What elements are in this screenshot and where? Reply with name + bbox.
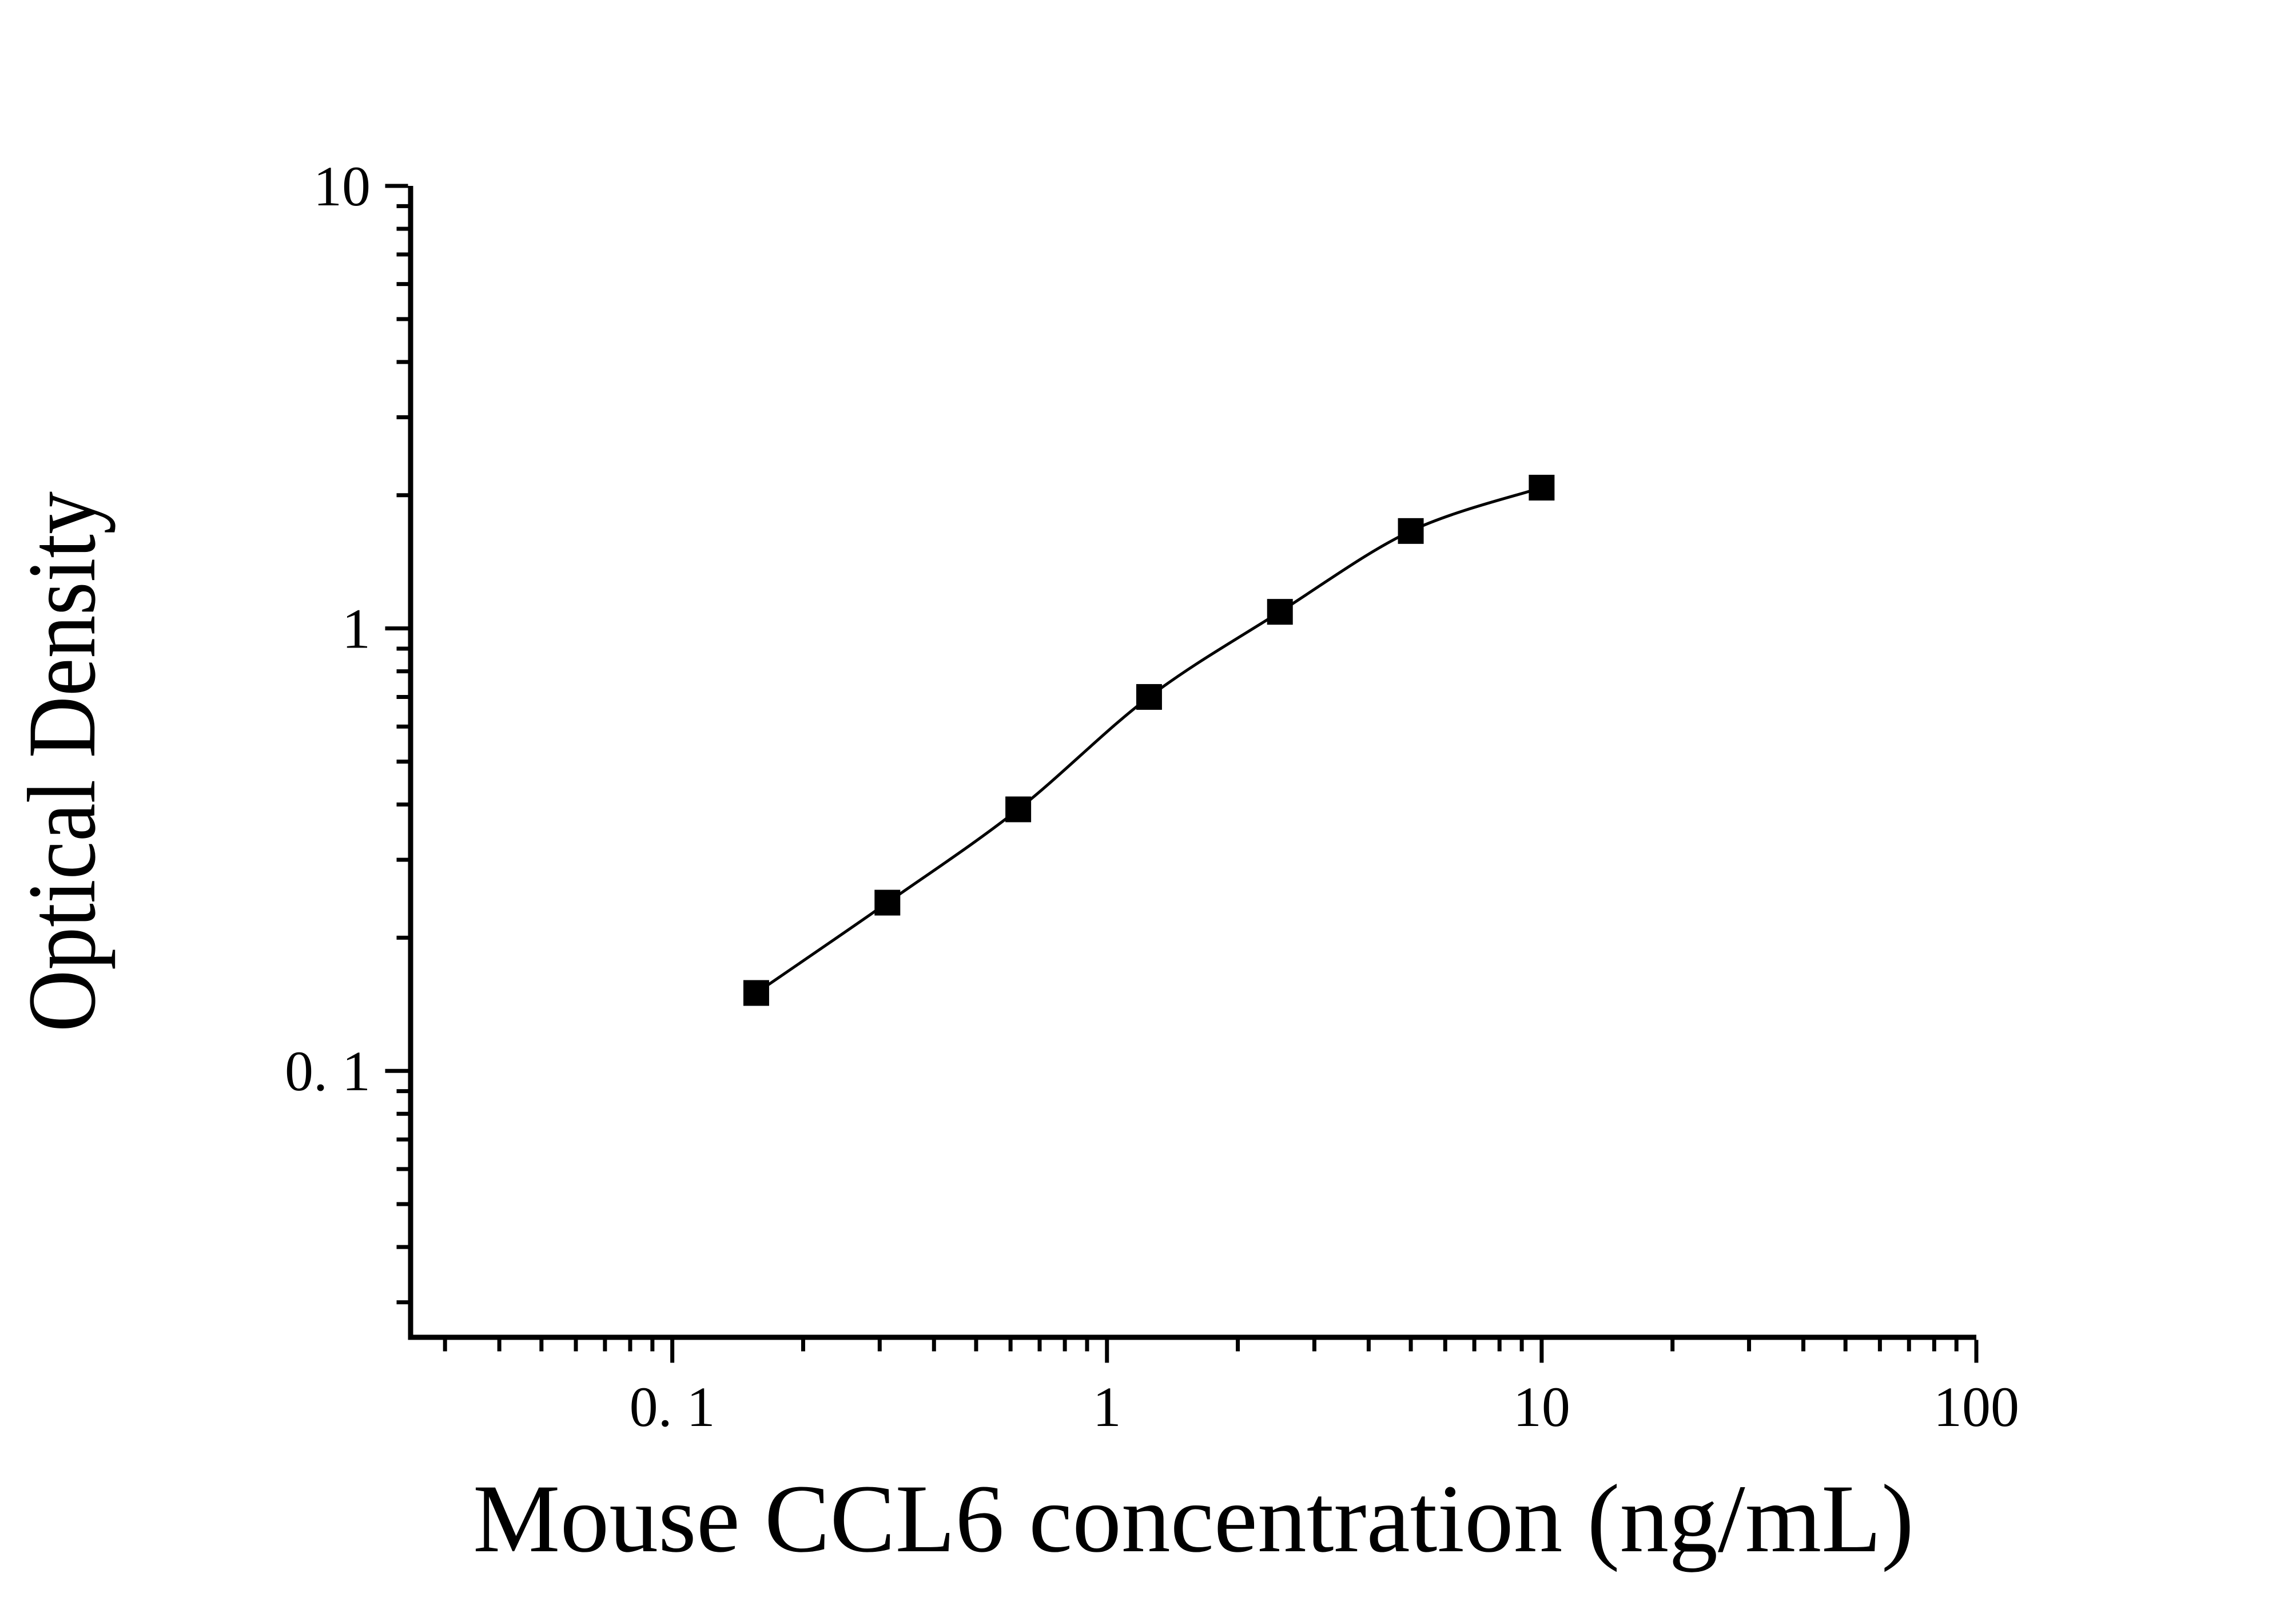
data-point-square-marker [1136,684,1162,710]
data-point-square-marker [743,980,769,1006]
data-point-markers [743,475,1555,1006]
axis-ticks [385,184,1979,1363]
axes-lines [408,186,1976,1340]
y-axis-title: Optical Density [8,491,116,1032]
x-axis-title: Mouse CCL6 concentration (ng/mL) [473,1465,1914,1572]
y-tick-label: 10 [313,154,371,218]
x-tick-label: 100 [1933,1375,2019,1439]
data-point-square-marker [1398,518,1424,544]
data-point-square-marker [1267,599,1293,625]
axis-tick-labels: 0. 1 1 10 100 0. 1 1 10 [285,154,2019,1439]
x-tick-label: 0. 1 [630,1375,715,1439]
x-tick-label: 1 [1093,1375,1121,1439]
data-point-square-marker [874,889,901,916]
data-point-square-marker [1005,796,1032,823]
y-tick-label: 0. 1 [285,1039,371,1103]
data-point-square-marker [1529,475,1555,501]
y-tick-label: 1 [342,597,371,661]
x-tick-label: 10 [1513,1375,1570,1439]
